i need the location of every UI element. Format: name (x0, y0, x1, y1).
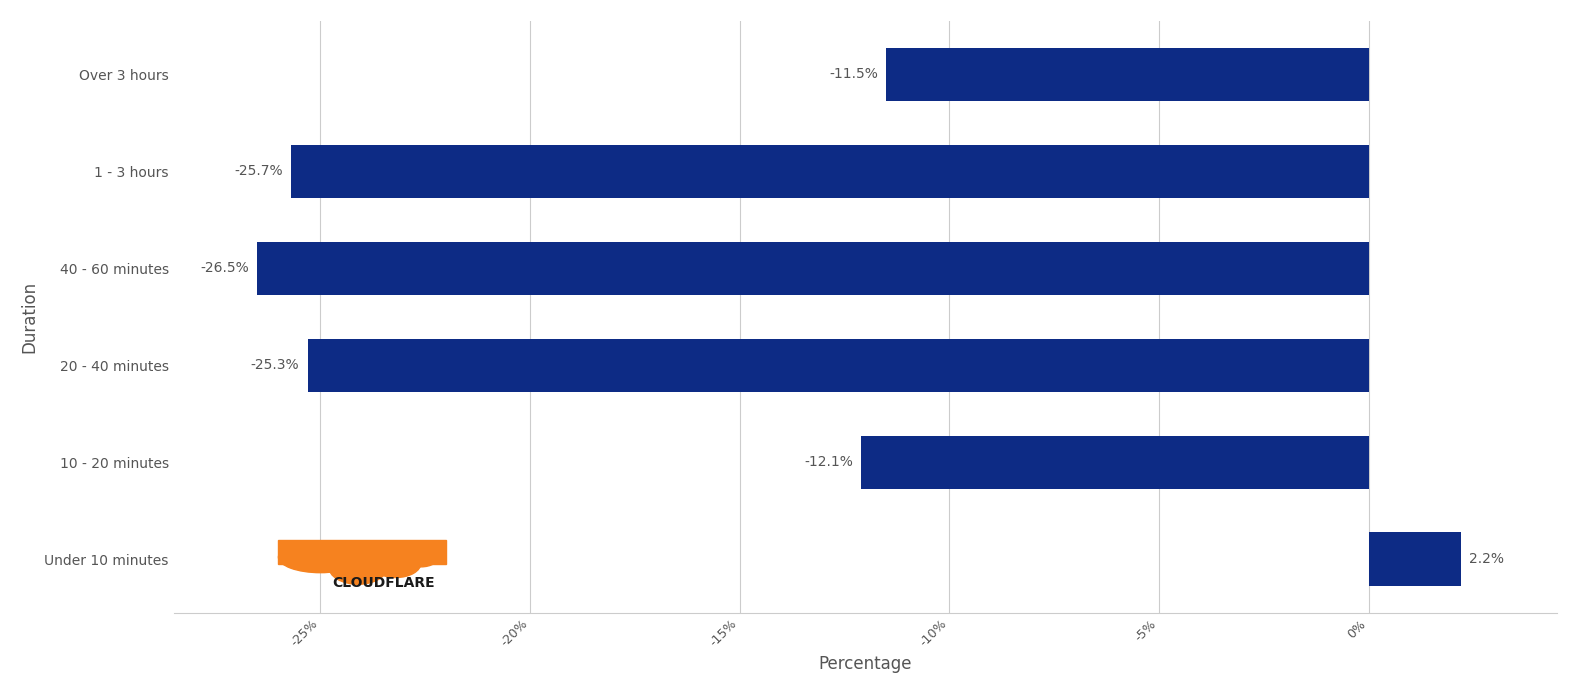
Ellipse shape (328, 550, 388, 584)
Text: -25.7%: -25.7% (234, 164, 282, 178)
Text: -12.1%: -12.1% (803, 455, 852, 469)
Ellipse shape (371, 548, 421, 577)
Bar (290, 144, 1368, 198)
FancyBboxPatch shape (278, 540, 447, 564)
Text: -11.5%: -11.5% (828, 67, 877, 81)
Text: CLOUDFLARE: CLOUDFLARE (331, 576, 434, 590)
Ellipse shape (278, 541, 363, 573)
Bar (1368, 532, 1461, 586)
Bar (308, 339, 1368, 392)
Bar (862, 436, 1368, 489)
Bar (887, 48, 1368, 101)
Text: 2.2%: 2.2% (1469, 552, 1504, 566)
X-axis label: Percentage: Percentage (819, 655, 912, 673)
Y-axis label: Duration: Duration (21, 280, 39, 353)
Bar (257, 242, 1368, 295)
Ellipse shape (402, 543, 440, 567)
Text: -26.5%: -26.5% (200, 261, 249, 276)
Text: -25.3%: -25.3% (251, 358, 300, 372)
